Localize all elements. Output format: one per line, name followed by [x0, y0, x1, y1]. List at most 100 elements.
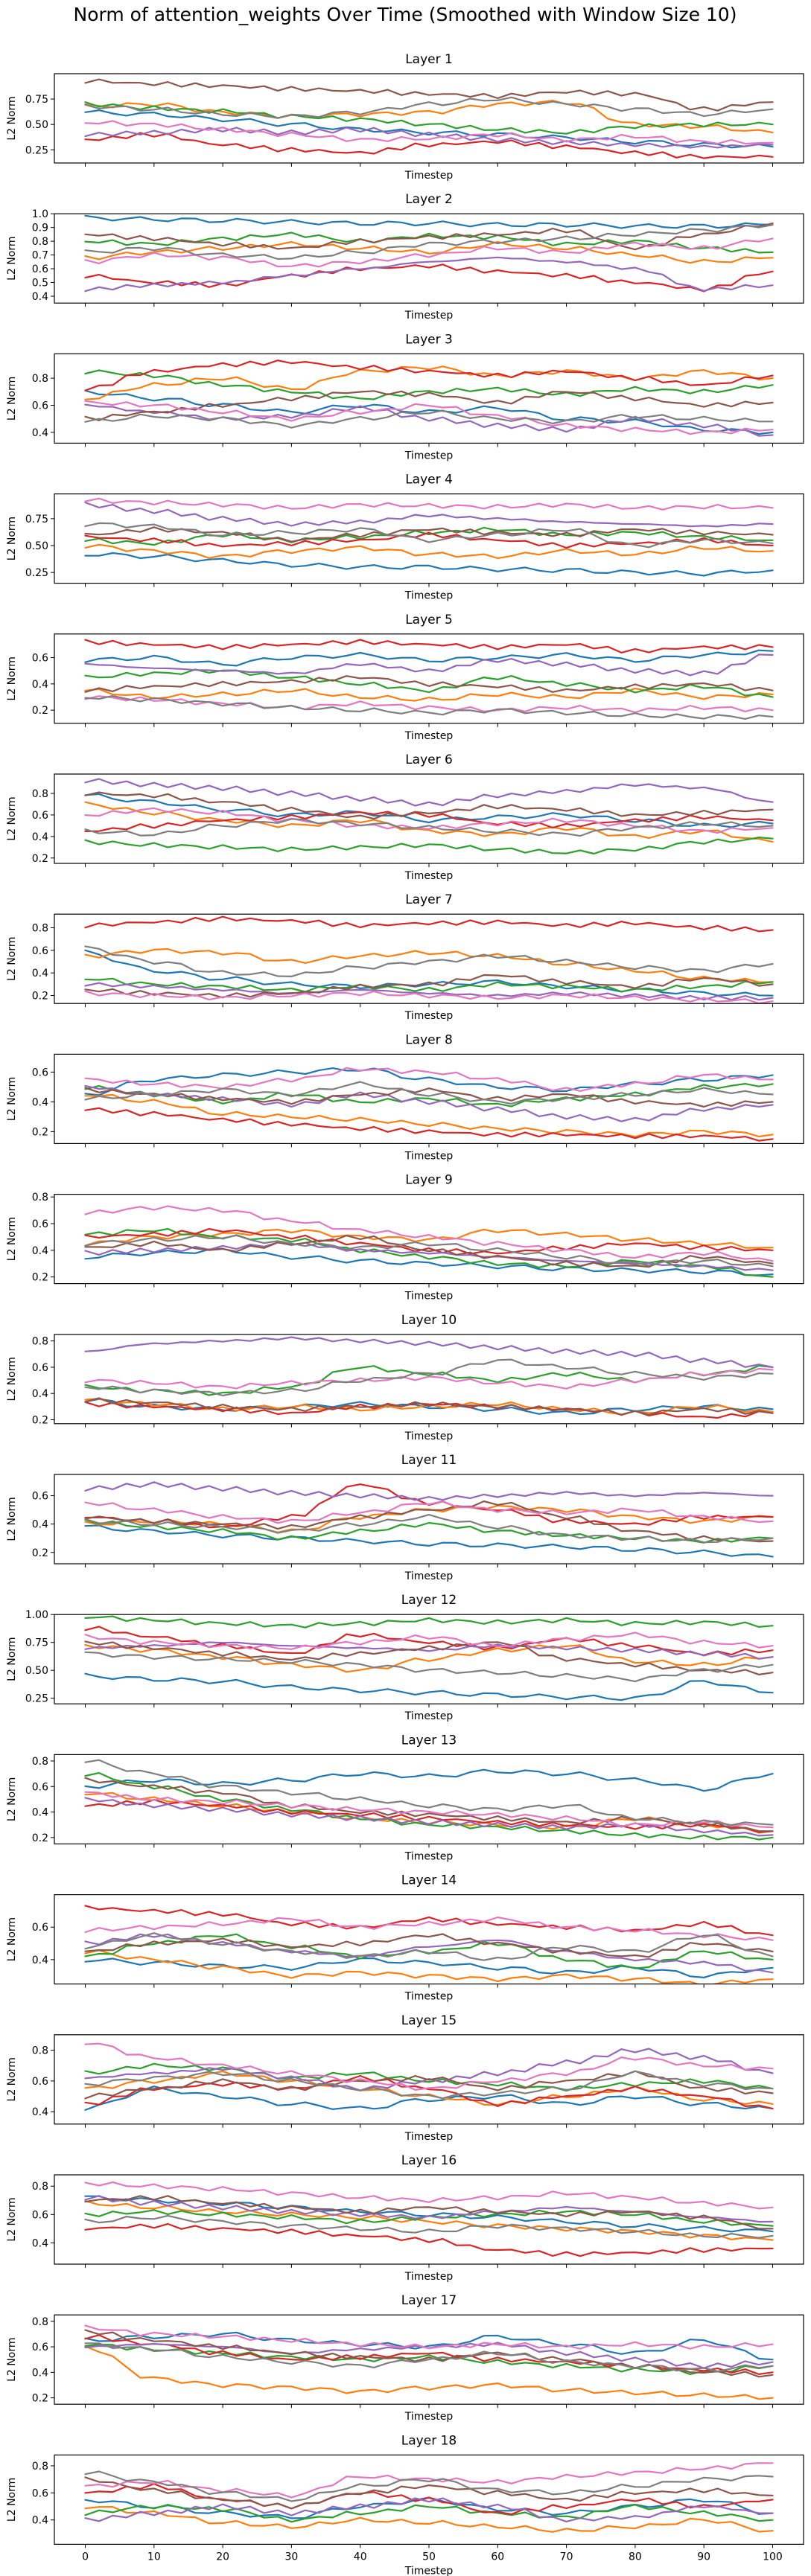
y-axis-label: L2 Norm [6, 1217, 18, 1261]
series-group [84, 2181, 774, 2257]
subplot-title: Layer 12 [401, 1593, 457, 1608]
series-line-6 [84, 2329, 774, 2378]
y-axis-label: L2 Norm [6, 96, 18, 140]
y-axis-label: L2 Norm [6, 2197, 18, 2241]
x-axis-label: Timestep [404, 1150, 454, 1162]
series-line-1 [84, 1398, 774, 1416]
y-tick-label: 0.6 [32, 653, 48, 665]
y-tick-label: 0.2 [32, 705, 48, 717]
series-line-2 [84, 1949, 774, 1984]
series-line-6 [84, 390, 774, 421]
series-line-6 [84, 1933, 774, 1958]
series-group [84, 214, 774, 293]
series-line-3 [84, 369, 774, 400]
x-axis-label: Timestep [404, 1991, 454, 2003]
x-tick-label: 80 [629, 2551, 642, 2563]
series-line-4 [84, 132, 774, 159]
series-line-8 [84, 2470, 774, 2502]
series-group [84, 915, 774, 1004]
subplot-title: Layer 6 [405, 752, 453, 767]
subplot-title: Layer 9 [405, 1173, 453, 1188]
y-tick-label: 0.8 [32, 236, 48, 248]
series-line-1 [84, 214, 774, 229]
series-line-7 [84, 400, 774, 435]
y-tick-label: 1.0 [32, 208, 48, 220]
subplot-title: Layer 4 [405, 473, 453, 488]
x-axis-label: Timestep [404, 170, 454, 182]
y-tick-label: 0.6 [32, 1218, 48, 1230]
x-tick-label: 0 [82, 2551, 89, 2563]
series-line-8 [84, 1759, 774, 1826]
y-tick-label: 0.25 [25, 567, 48, 579]
series-line-1 [84, 1672, 774, 1701]
subplot-title: Layer 13 [401, 1733, 457, 1748]
y-tick-label: 0.7 [32, 250, 48, 262]
y-axis-label: L2 Norm [6, 1497, 18, 1541]
y-tick-label: 0.50 [25, 119, 48, 131]
figure-title: Norm of attention_weights Over Time (Smo… [74, 4, 737, 25]
series-line-7 [84, 2462, 774, 2499]
y-tick-label: 0.6 [32, 1067, 48, 1078]
series-line-1 [84, 949, 774, 997]
series-line-7 [84, 120, 774, 145]
series-line-5 [84, 2048, 774, 2091]
y-tick-label: 0.4 [32, 291, 48, 303]
series-line-5 [84, 403, 774, 437]
series-line-3 [84, 2062, 774, 2092]
series-group [84, 2462, 774, 2533]
x-axis-label: Timestep [404, 450, 454, 461]
y-tick-label: 0.4 [32, 2237, 48, 2249]
y-tick-label: 0.4 [32, 2515, 48, 2527]
y-axis-label: L2 Norm [6, 1917, 18, 1961]
y-tick-label: 0.8 [32, 1192, 48, 1204]
series-line-1 [84, 109, 774, 149]
y-tick-label: 0.75 [25, 514, 48, 525]
series-line-7 [84, 1500, 774, 1524]
series-line-1 [84, 1768, 774, 1792]
series-line-6 [84, 1500, 774, 1543]
y-tick-label: 0.4 [32, 968, 48, 979]
series-line-6 [84, 2476, 774, 2510]
series-line-2 [84, 1093, 774, 1138]
series-group [84, 1205, 774, 1278]
series-line-7 [84, 1791, 774, 1829]
series-line-1 [84, 649, 774, 667]
x-axis-label: Timestep [404, 1570, 454, 1582]
series-group [84, 78, 774, 159]
series-line-6 [84, 974, 774, 999]
subplot-layer-6: Layer 6 0.2 0.4 0.6 0.8 Timestep L2 Norm [6, 752, 804, 882]
series-line-1 [84, 389, 774, 435]
y-axis-label: L2 Norm [6, 796, 18, 840]
y-tick-label: 0.6 [32, 400, 48, 412]
subplot-layer-4: Layer 4 0.25 0.50 0.75 Timestep L2 Norm [6, 473, 804, 602]
y-tick-label: 0.4 [32, 1807, 48, 1819]
series-line-7 [84, 990, 774, 1004]
series-line-4 [84, 1798, 774, 1833]
series-line-3 [84, 1615, 774, 1629]
y-axis-label: L2 Norm [6, 2057, 18, 2101]
y-tick-label: 0.6 [32, 1922, 48, 1934]
series-line-7 [84, 695, 774, 714]
x-axis-label: Timestep [404, 1710, 454, 1722]
series-group [84, 1067, 774, 1142]
y-axis-label: L2 Norm [6, 656, 18, 700]
series-line-8 [84, 1651, 774, 1683]
x-tick-label: 100 [763, 2551, 783, 2563]
subplot-layer-5: Layer 5 0.2 0.4 0.6 Timestep L2 Norm [6, 613, 804, 742]
y-tick-label: 0.8 [32, 788, 48, 800]
subplot-title: Layer 7 [405, 892, 453, 907]
x-axis-label: Timestep [404, 1431, 454, 1442]
subplot-layer-7: Layer 7 0.2 0.4 0.6 0.8 Timestep L2 Norm [6, 892, 804, 1022]
subplot-layer-18: Layer 18 0.4 0.6 0.8 0 10 20 30 40 50 60 70 80 90 100 T… [6, 2433, 804, 2576]
series-line-6 [84, 1777, 774, 1832]
series-line-4 [84, 915, 774, 933]
series-line-7 [84, 1916, 774, 1941]
series-line-6 [84, 791, 774, 820]
series-group [84, 1759, 774, 1841]
series-line-3 [84, 977, 774, 993]
y-axis-label: L2 Norm [6, 2338, 18, 2382]
series-line-8 [84, 409, 774, 429]
subplot-layer-3: Layer 3 0.4 0.6 0.8 Timestep L2 Norm [6, 332, 804, 461]
series-line-2 [84, 2071, 774, 2106]
y-axis-label: L2 Norm [6, 1357, 18, 1401]
